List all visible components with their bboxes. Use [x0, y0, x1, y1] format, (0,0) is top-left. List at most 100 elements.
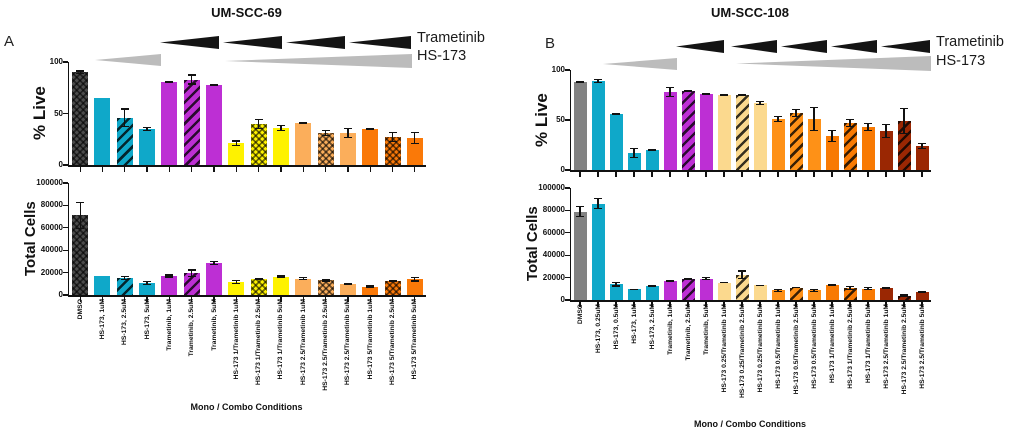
trametinib-dose-wedge [286, 36, 345, 49]
error-bar [594, 79, 602, 83]
x-tick [347, 167, 349, 172]
total-cells-chart-a: 0 20000 40000 60000 80000 100000 DMSO HS-173, 1… [36, 178, 426, 391]
x-tick [124, 297, 126, 302]
error-cap-bottom [900, 295, 908, 297]
error-stem [615, 282, 617, 287]
error-bar [864, 123, 872, 131]
error-cap-bottom [143, 129, 152, 132]
error-cap-bottom [756, 284, 764, 287]
x-tick [921, 302, 923, 307]
error-bar [76, 70, 85, 75]
y-tick-label: 100 [49, 57, 63, 66]
error-stem [597, 79, 599, 83]
error-cap-bottom [810, 129, 818, 131]
x-tick [597, 302, 599, 307]
bar [843, 123, 857, 170]
error-cap-bottom [143, 284, 152, 286]
y-tick [62, 164, 68, 166]
error-bar [810, 107, 818, 131]
error-bar [756, 101, 764, 105]
x-tick [903, 302, 905, 307]
error-cap-bottom [738, 277, 746, 280]
error-bar [76, 202, 85, 229]
x-category-label: Trametinib, 5uM [702, 304, 710, 355]
y-tick [62, 294, 68, 296]
error-cap-bottom [882, 136, 890, 138]
bar [183, 273, 200, 295]
bar [295, 278, 312, 295]
x-tick [391, 297, 394, 302]
error-cap-bottom [366, 128, 375, 130]
trametinib-dose-wedge [781, 40, 827, 53]
trametinib-dose-wedge [160, 36, 219, 49]
x-category-label: DMSO [76, 299, 84, 320]
error-stem [302, 277, 304, 281]
error-cap-bottom [738, 94, 746, 96]
error-stem [369, 285, 371, 288]
error-cap-bottom [774, 120, 782, 122]
bar [645, 286, 659, 300]
x-category-label: HS-173 1/Trametinib 5uM [277, 299, 285, 380]
x-tick [633, 172, 635, 177]
bar [94, 275, 111, 295]
bar [161, 81, 178, 165]
x-tick [369, 167, 371, 172]
error-cap-bottom [76, 227, 85, 229]
trametinib-wedge-label: Trametinib [936, 34, 1004, 50]
bar [861, 288, 875, 300]
error-cap-bottom [882, 287, 890, 290]
error-bar [720, 94, 728, 96]
error-bar [366, 127, 375, 130]
y-tick [62, 112, 68, 115]
error-cap-bottom [612, 113, 620, 115]
bar [879, 131, 893, 170]
bar [139, 283, 156, 295]
error-cap-bottom [702, 279, 710, 281]
trametinib-dose-wedge [731, 40, 777, 53]
error-bar [321, 130, 330, 137]
x-tick [687, 172, 689, 177]
x-category-label: HS-173 0.25/Trametinib 2.5uM [738, 304, 746, 399]
bar [645, 150, 659, 170]
panel-a-letter: A [4, 33, 15, 50]
error-stem [741, 270, 743, 280]
x-category-label: Trametinib, 2.5uM [684, 304, 692, 361]
bar [206, 84, 223, 165]
x-category-label: Trametinib, 1uM [165, 299, 173, 351]
error-bar [900, 108, 908, 134]
x-category-label: HS-173 5/Trametinib 5uM [411, 299, 419, 380]
error-bar [648, 284, 656, 288]
error-cap-bottom [321, 280, 330, 282]
bar [339, 133, 356, 165]
x-tick [579, 172, 581, 177]
x-tick [831, 172, 833, 177]
error-bar [143, 126, 152, 132]
percent-live-chart-a: 0 50 100 [50, 57, 426, 172]
error-bar [882, 124, 890, 138]
bar [897, 295, 911, 300]
error-bar [900, 294, 908, 297]
total-cells-chart-b: 0 20000 40000 60000 80000 100000 DMSO HS-173, 0… [538, 183, 931, 398]
error-bar [143, 281, 152, 286]
error-stem [235, 140, 237, 147]
error-stem [903, 108, 905, 134]
x-category-label: Trametinib, 2.5uM [188, 299, 196, 357]
error-bar [410, 277, 419, 282]
x-tick [369, 297, 371, 302]
x-tick [831, 302, 833, 307]
hs173-dose-wedge [603, 58, 677, 70]
error-cap-bottom [299, 279, 308, 281]
x-tick [168, 167, 171, 172]
error-cap-bottom [648, 149, 656, 151]
x-tick [414, 297, 416, 302]
x-tick [741, 302, 743, 307]
bar [789, 113, 803, 170]
x-category-label: HS-173 5/Trametinib 2.5uM [389, 299, 397, 386]
x-category-label: Trametinib, 1uM [666, 304, 674, 355]
x-tick [813, 172, 815, 177]
y-tick [564, 187, 570, 189]
x-tick [777, 302, 779, 307]
error-cap-bottom [165, 81, 174, 83]
error-bar [918, 291, 926, 293]
x-category-label: HS-173 0.5/Trametinib 5uM [810, 304, 818, 389]
